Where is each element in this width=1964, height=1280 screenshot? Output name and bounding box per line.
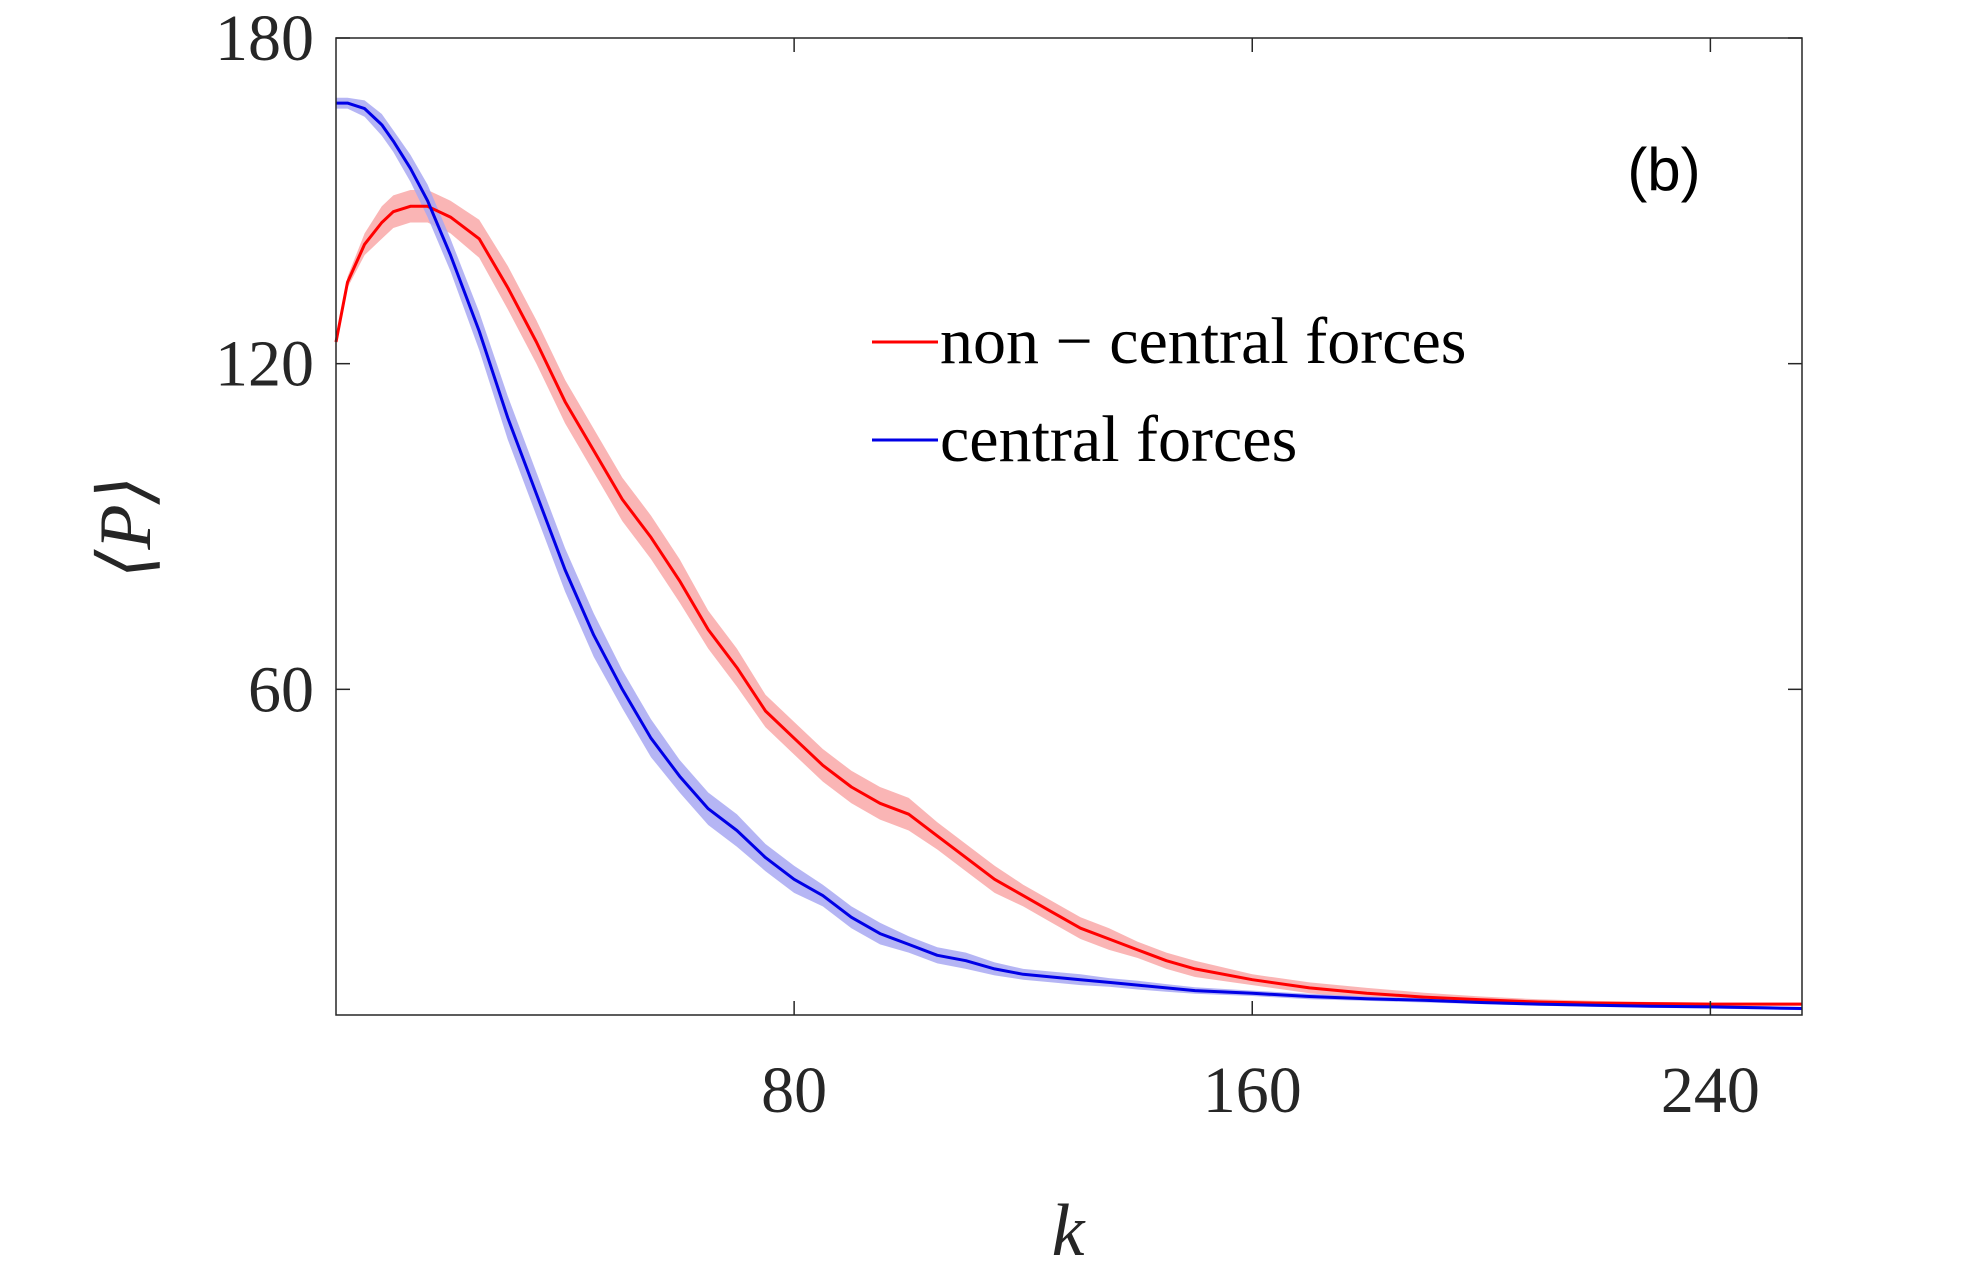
line-series-1 [336,101,1803,1010]
x-tick-label: 80 [761,1054,827,1127]
series-lines [334,101,1803,1010]
plot-frame [335,37,1803,1016]
x-axis-label: k [1052,1190,1086,1272]
y-tick-label: 180 [215,2,314,75]
y-tick-label: 120 [215,328,314,401]
plot-area [336,38,1802,1015]
y-axis-label: ⟨P⟩ [85,476,167,579]
panel-label: (b) [1627,136,1700,203]
legend: non − central forces central forces [872,305,1467,476]
legend-label-non-central: non − central forces [940,305,1467,378]
y-axis: 60 120 180 [215,2,1802,726]
x-tick-label: 240 [1661,1054,1760,1127]
line-series-0 [334,204,1802,1006]
legend-label-central: central forces [940,403,1297,476]
y-tick-label: 60 [248,653,314,726]
x-tick-label: 160 [1203,1054,1302,1127]
x-axis: 80 160 240 [761,38,1760,1127]
